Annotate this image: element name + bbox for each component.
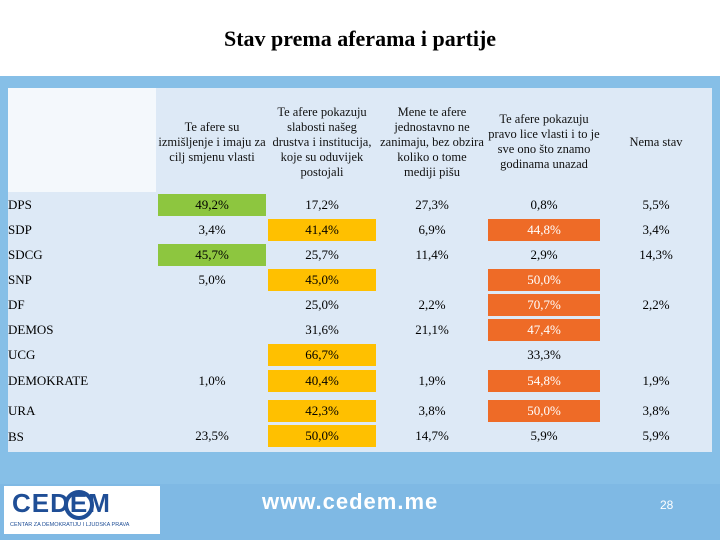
row-label-df: DF bbox=[8, 297, 25, 312]
table-cell: 25,0% bbox=[305, 297, 339, 312]
table-cell: 1,0% bbox=[198, 373, 226, 388]
table-cell: 54,8% bbox=[488, 370, 600, 392]
row-label-dps: DPS bbox=[8, 197, 32, 212]
table-cell: 23,5% bbox=[195, 428, 229, 443]
table-cell: 47,4% bbox=[488, 319, 600, 341]
table-cell: 1,9% bbox=[642, 373, 670, 388]
table-cell: 44,8% bbox=[488, 219, 600, 241]
slide-title: Stav prema aferama i partije bbox=[223, 26, 497, 51]
table-cell: 14,3% bbox=[639, 247, 673, 262]
row-label-ucg: UCG bbox=[8, 347, 36, 362]
header-corner-cell bbox=[8, 88, 156, 192]
row-label-bs: BS bbox=[8, 429, 24, 444]
table-cell: 2,2% bbox=[642, 297, 670, 312]
table-cell: 70,7% bbox=[488, 294, 600, 316]
logo-ring-icon bbox=[64, 490, 94, 520]
table-cell: 2,9% bbox=[530, 247, 558, 262]
table-cell: 2,2% bbox=[418, 297, 446, 312]
column-header-1: Te afere su izmišljenje i imaju za cilj … bbox=[158, 119, 266, 164]
website-url: www.cedem.me bbox=[262, 489, 439, 514]
column-header-5: Nema stav bbox=[629, 134, 683, 149]
table-cell: 1,9% bbox=[418, 373, 446, 388]
table-cell: 31,6% bbox=[305, 322, 339, 337]
row-label-demos: DEMOS bbox=[8, 322, 54, 337]
page-number: 28 bbox=[660, 498, 674, 512]
table-cell: 41,4% bbox=[268, 219, 376, 241]
table-cell: 50,0% bbox=[268, 425, 376, 447]
row-label-demokrate: DEMOKRATE bbox=[8, 373, 89, 388]
table-cell: 17,2% bbox=[305, 197, 339, 212]
table-cell: 66,7% bbox=[268, 344, 376, 366]
column-header-3: Mene te afere jednostavno ne zanimaju, b… bbox=[380, 104, 484, 179]
column-header-2: Te afere pokazuju slabosti našeg drustva… bbox=[272, 104, 372, 179]
table-cell: 5,9% bbox=[530, 428, 558, 443]
row-label-sdp: SDP bbox=[8, 222, 32, 237]
row-label-snp: SNP bbox=[8, 272, 32, 287]
logo-subtitle: CENTAR ZA DEMOKRATIJU I LJUDSKA PRAVA bbox=[10, 522, 130, 528]
table-cell: 6,9% bbox=[418, 222, 446, 237]
table-cell: 40,4% bbox=[268, 370, 376, 392]
table-cell: 3,8% bbox=[642, 403, 670, 418]
title-band bbox=[0, 0, 720, 76]
table-cell: 27,3% bbox=[415, 197, 449, 212]
table-cell: 3,8% bbox=[418, 403, 446, 418]
table-cell: 11,4% bbox=[415, 247, 449, 262]
table-cell: 50,0% bbox=[488, 269, 600, 291]
table-cell: 5,9% bbox=[642, 428, 670, 443]
table-cell: 21,1% bbox=[415, 322, 449, 337]
column-header-4: Te afere pokazuju pravo lice vlasti i to… bbox=[488, 112, 600, 171]
table-cell: 0,8% bbox=[530, 197, 558, 212]
table-cell: 25,7% bbox=[305, 247, 339, 262]
table-cell: 42,3% bbox=[268, 400, 376, 422]
table-cell: 45,7% bbox=[158, 244, 266, 266]
table-cell: 3,4% bbox=[642, 222, 670, 237]
cedem-logo: CEDEM bbox=[12, 488, 111, 518]
table-cell: 5,5% bbox=[642, 197, 670, 212]
row-label-ura: URA bbox=[8, 403, 36, 418]
table-cell: 5,0% bbox=[198, 272, 226, 287]
table-cell: 50,0% bbox=[488, 400, 600, 422]
row-label-sdcg: SDCG bbox=[8, 247, 43, 262]
table-cell: 3,4% bbox=[198, 222, 226, 237]
table-cell: 14,7% bbox=[415, 428, 449, 443]
table-cell: 49,2% bbox=[158, 194, 266, 216]
table-cell: 45,0% bbox=[268, 269, 376, 291]
table-cell: 33,3% bbox=[527, 347, 561, 362]
